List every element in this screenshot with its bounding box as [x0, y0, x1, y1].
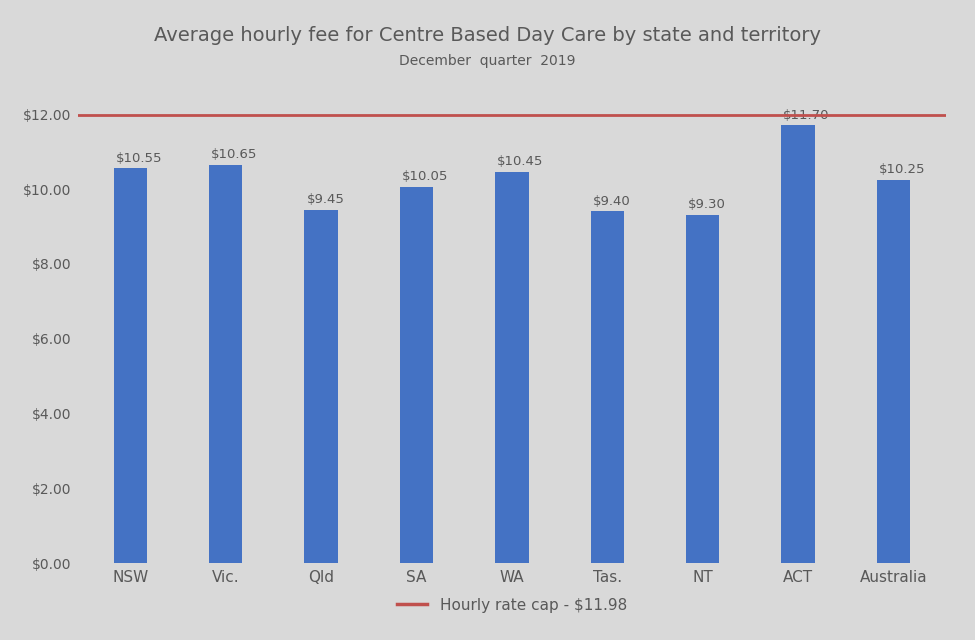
Bar: [400, 187, 433, 563]
Bar: [209, 164, 243, 563]
Text: $10.55: $10.55: [116, 152, 162, 164]
Bar: [781, 125, 815, 563]
Text: December  quarter  2019: December quarter 2019: [399, 54, 576, 68]
Text: $10.05: $10.05: [402, 170, 448, 184]
Text: $9.45: $9.45: [306, 193, 344, 206]
Text: $10.25: $10.25: [878, 163, 925, 176]
Bar: [304, 210, 338, 563]
Text: $11.70: $11.70: [783, 109, 830, 122]
Bar: [877, 180, 910, 563]
Text: $10.65: $10.65: [211, 148, 257, 161]
Text: $9.30: $9.30: [687, 198, 725, 211]
Text: $10.45: $10.45: [497, 156, 543, 168]
Bar: [591, 211, 624, 563]
Text: Average hourly fee for Centre Based Day Care by state and territory: Average hourly fee for Centre Based Day …: [154, 26, 821, 45]
Bar: [495, 172, 528, 563]
Bar: [685, 215, 720, 563]
Legend: Hourly rate cap - $11.98: Hourly rate cap - $11.98: [391, 591, 633, 619]
Bar: [114, 168, 147, 563]
Text: $9.40: $9.40: [593, 195, 630, 208]
